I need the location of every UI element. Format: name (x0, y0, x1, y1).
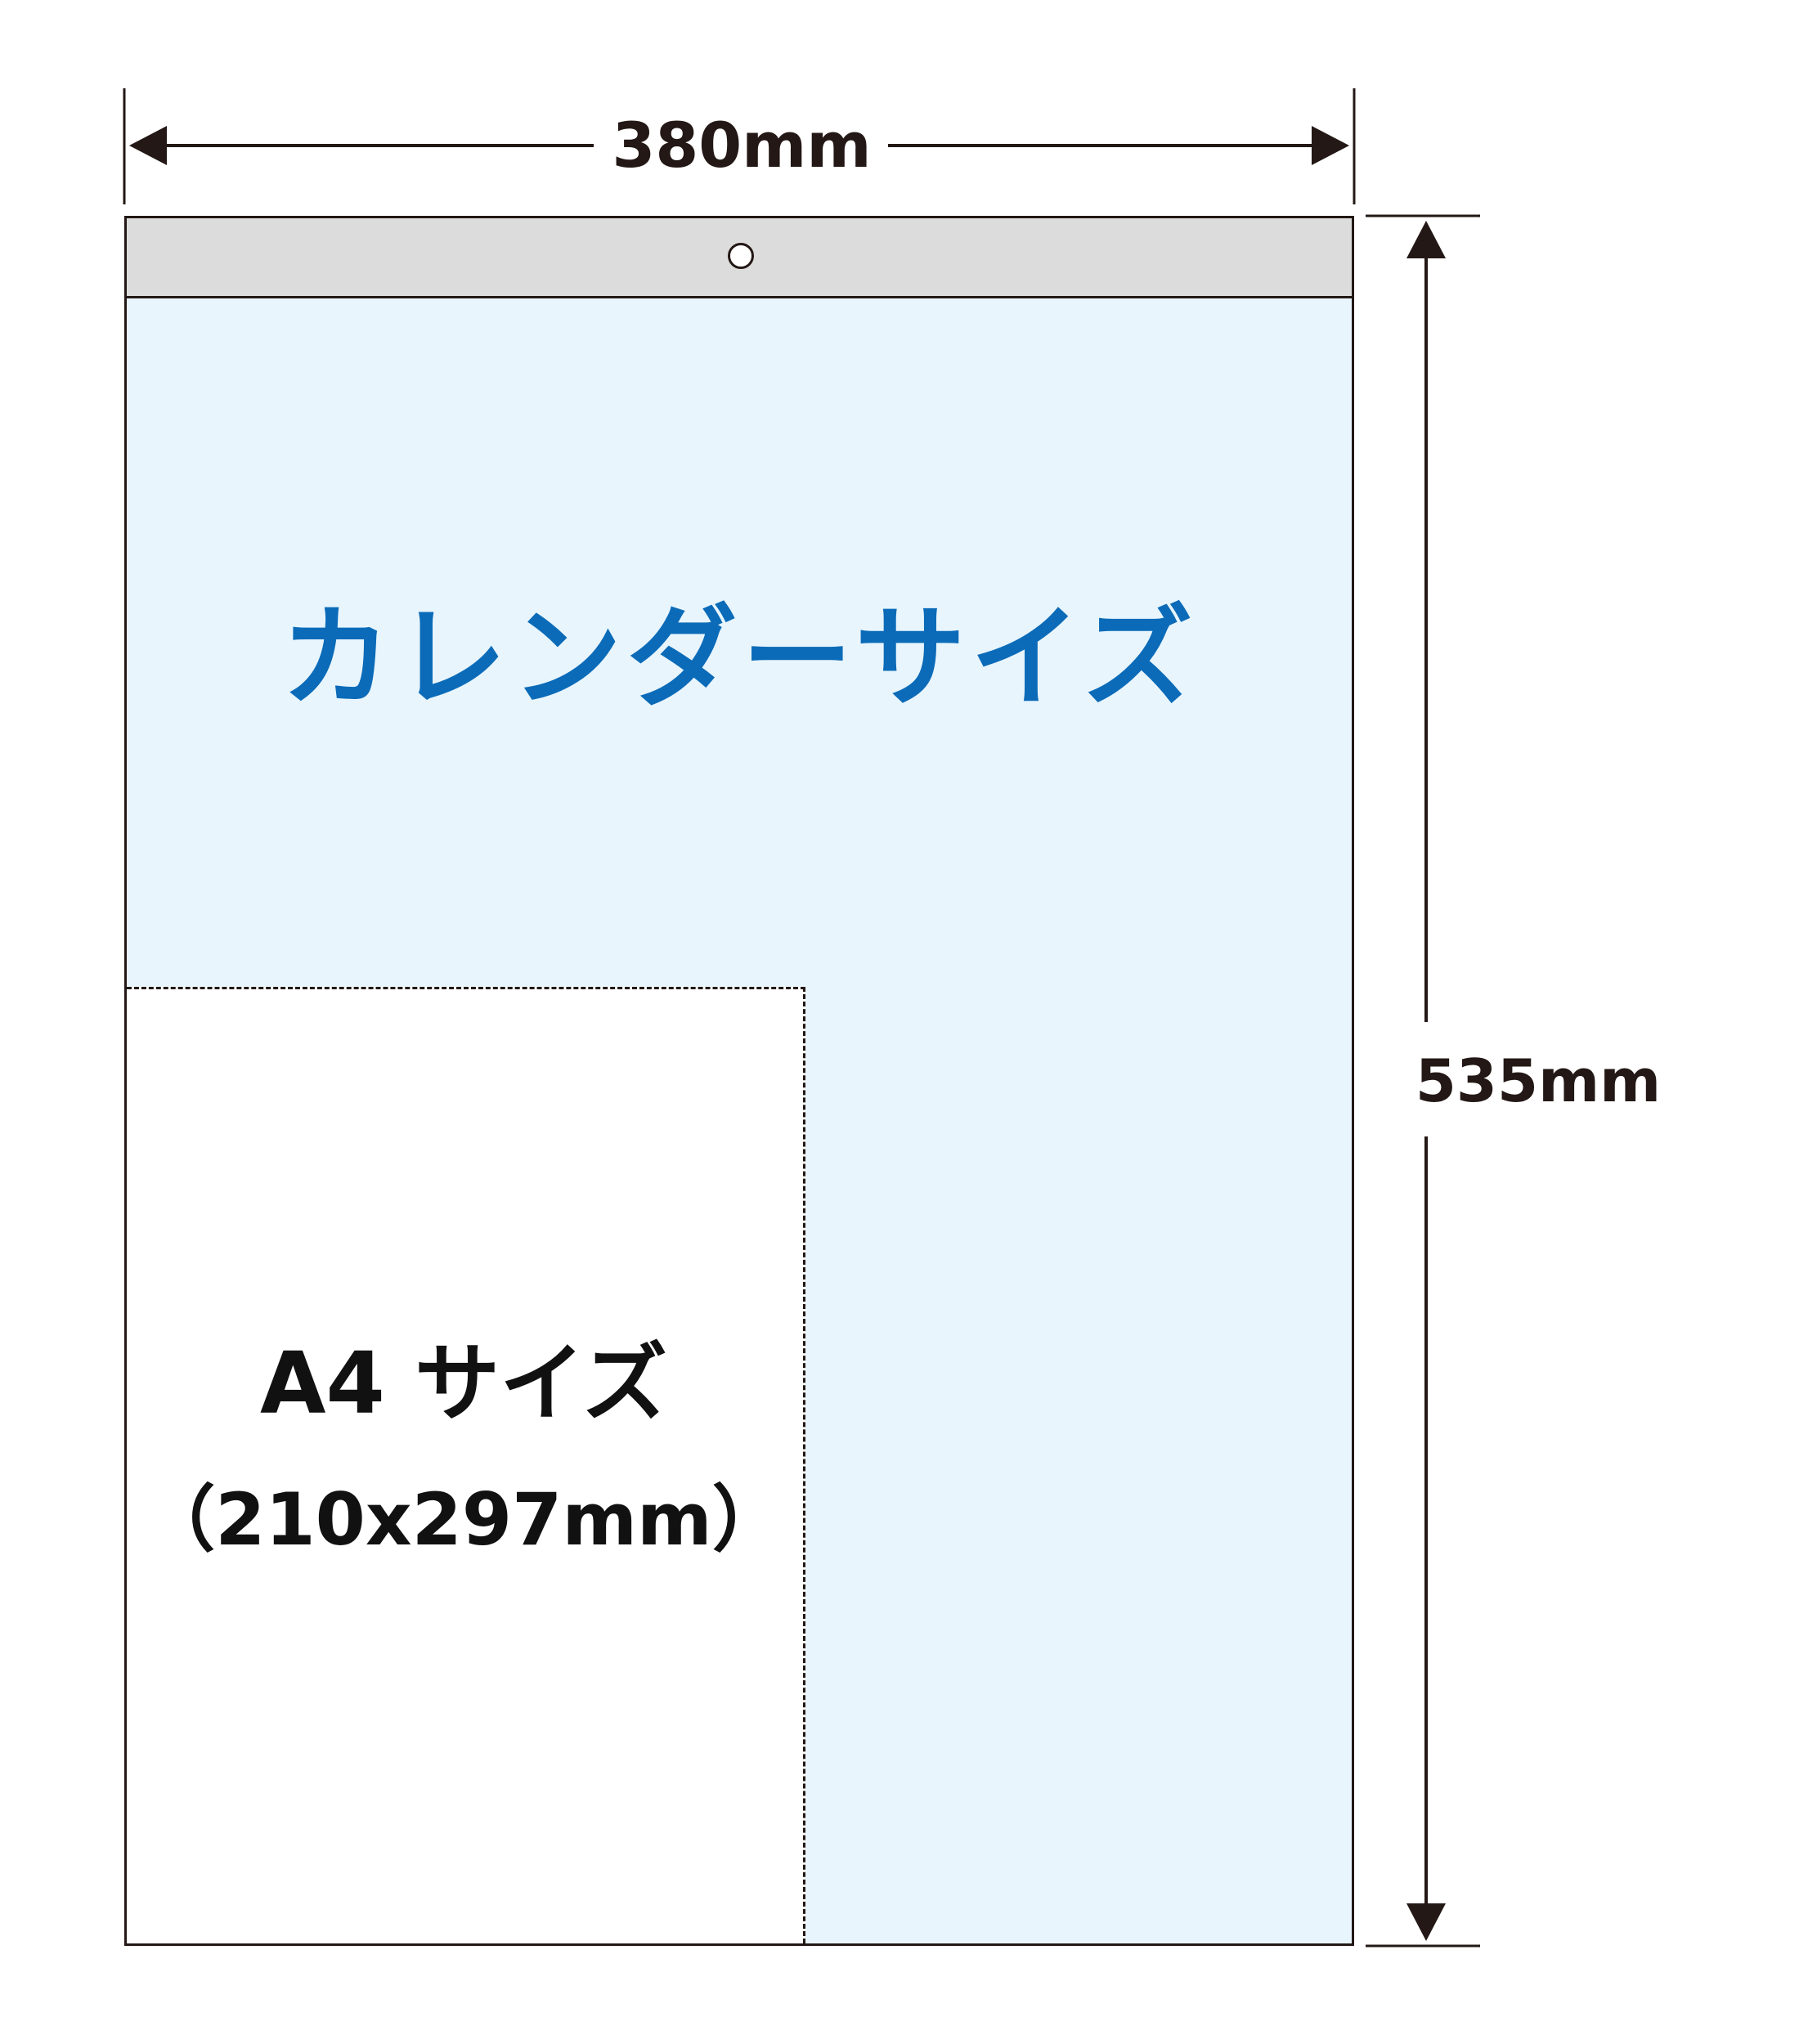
a4-size-title: A4 サイズ (260, 1334, 667, 1433)
calendar-size-title: カレンダーサイズ (280, 594, 1198, 722)
calendar-header-strip (127, 218, 1352, 298)
height-arrow-bottom (1406, 1903, 1446, 1941)
width-arrow-right (1312, 126, 1349, 165)
height-label: 535mm (1415, 1047, 1662, 1115)
hanging-hole-icon (728, 243, 754, 269)
calendar-sheet: カレンダーサイズ (124, 216, 1354, 1946)
width-label: 380mm (612, 109, 872, 182)
a4-size-area (127, 987, 805, 1943)
height-arrow-top (1406, 221, 1446, 258)
a4-size-dimensions: （210x297mm） (143, 1477, 784, 1562)
width-arrow-left (129, 126, 167, 165)
